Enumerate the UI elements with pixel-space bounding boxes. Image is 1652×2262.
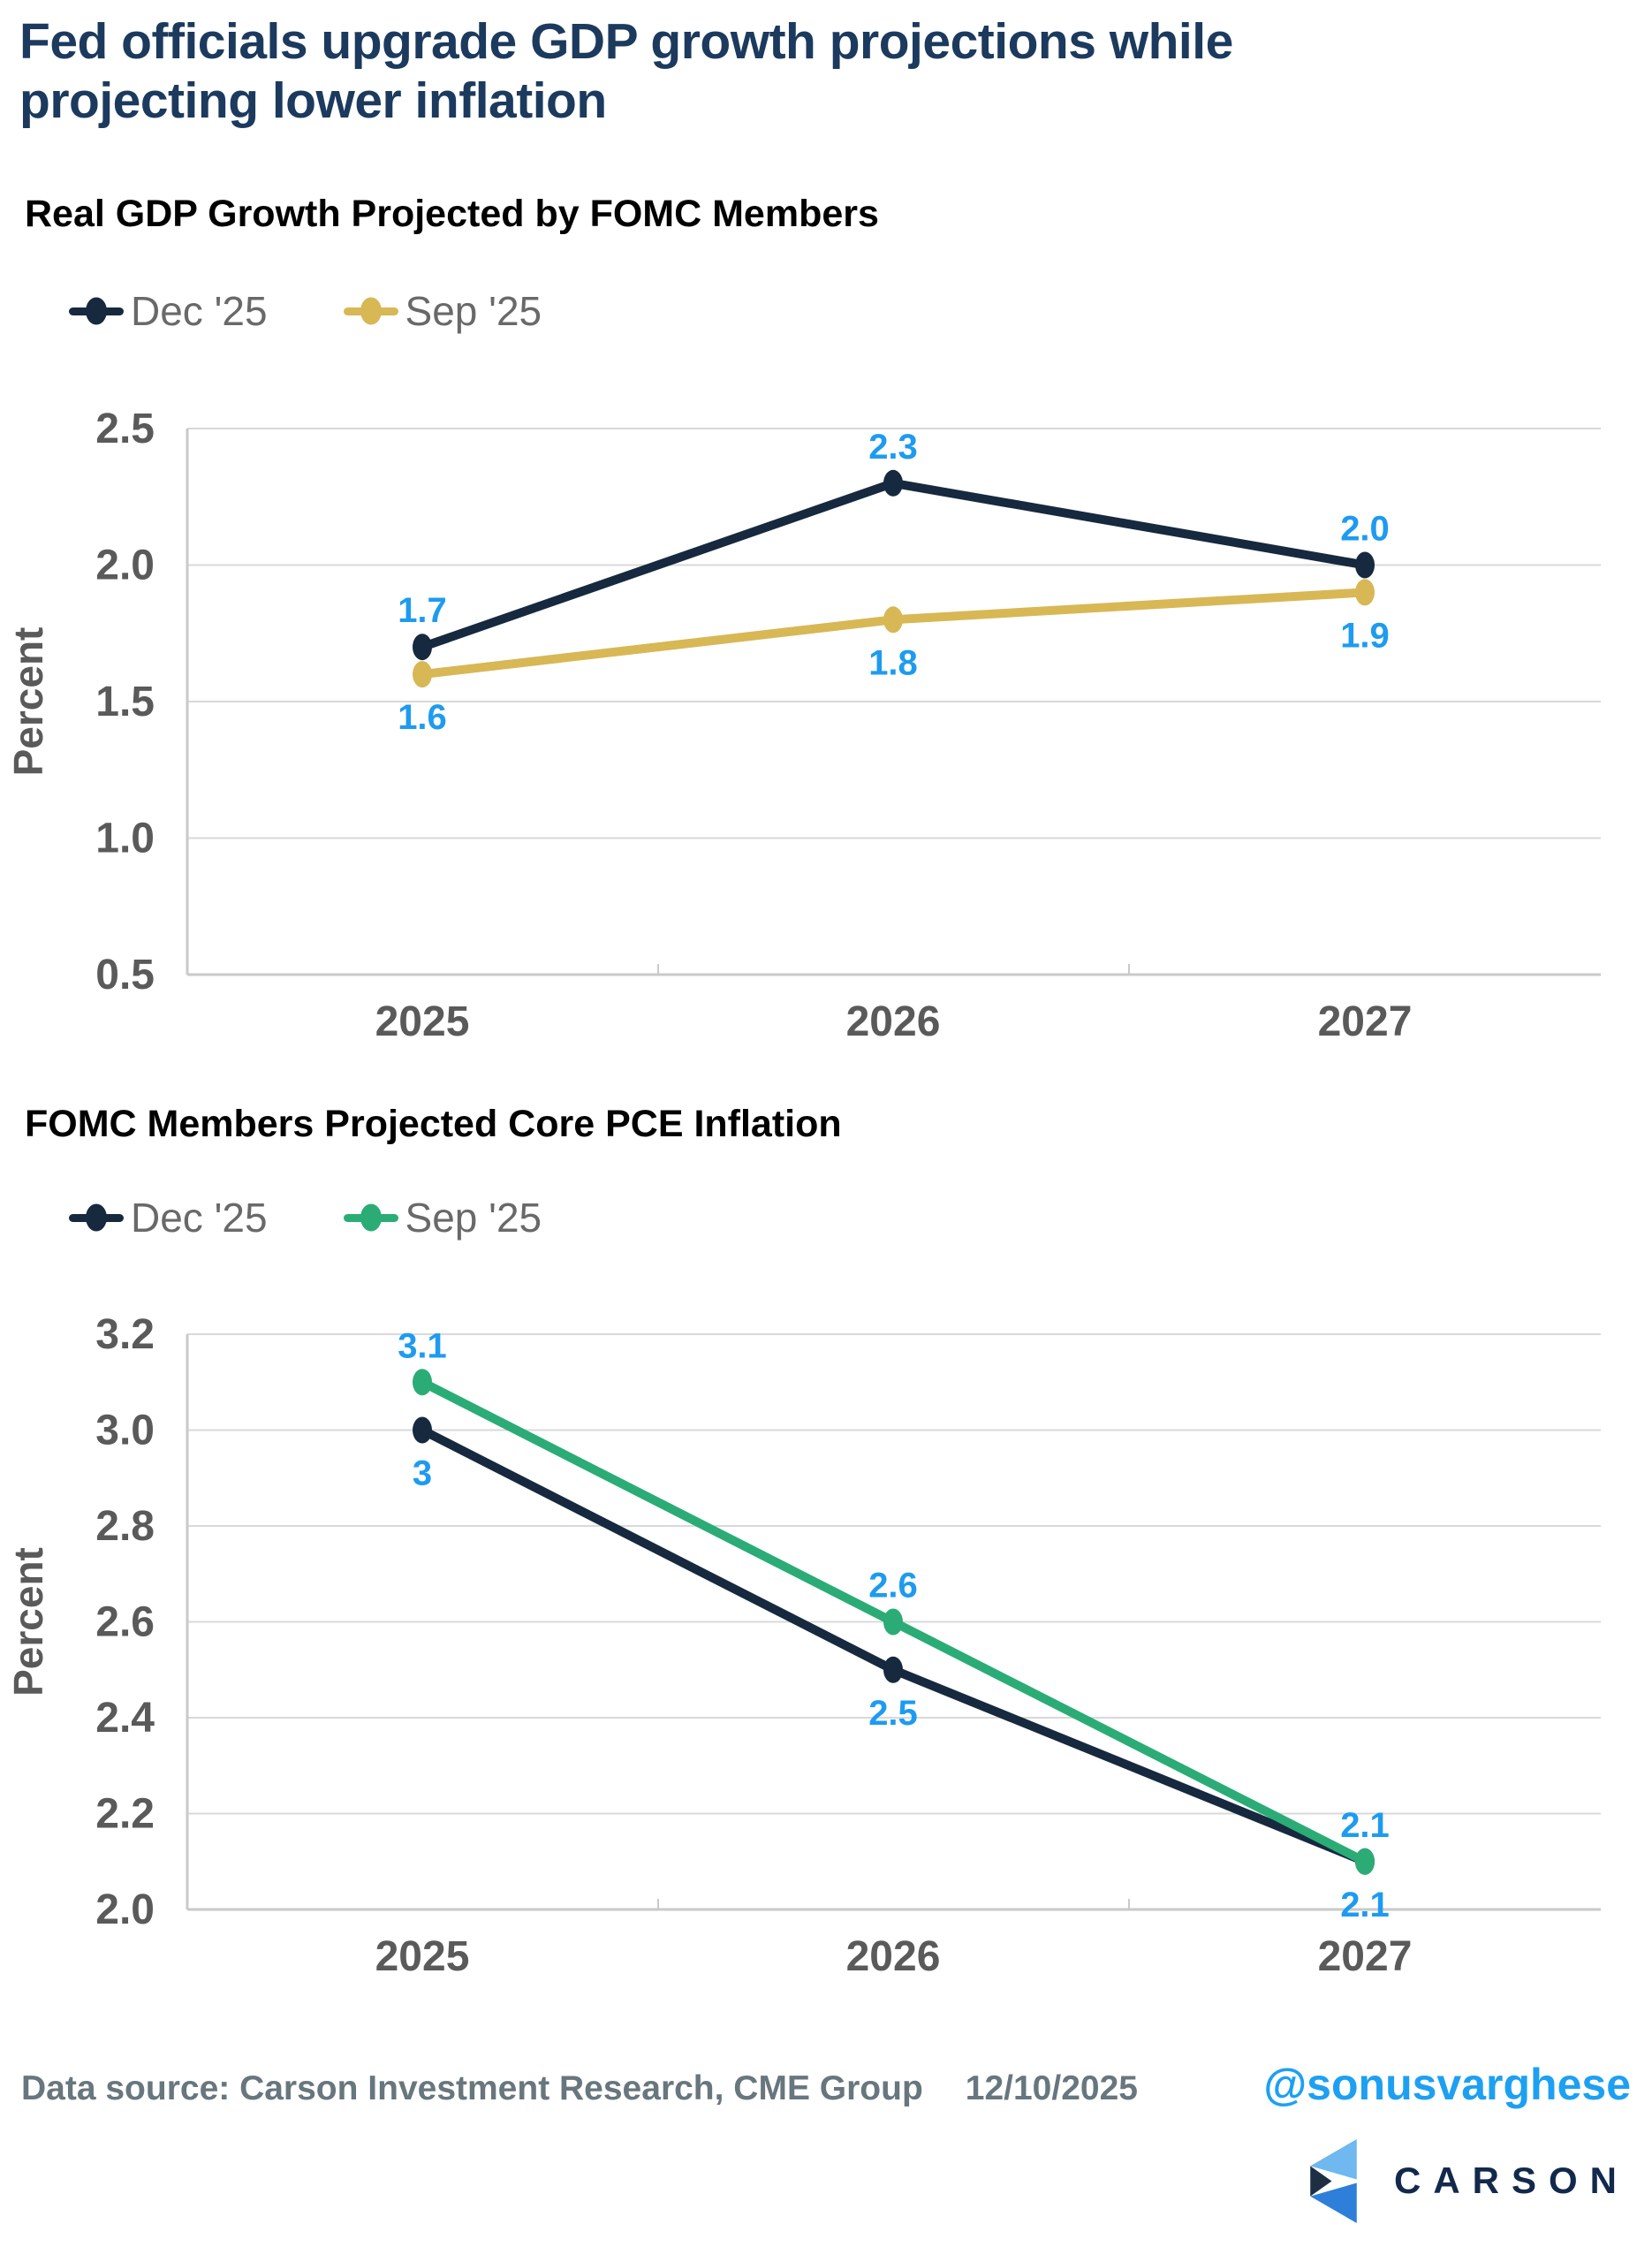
y-tick-label: 0.5 xyxy=(95,952,155,998)
carson-logo: CARSON xyxy=(1310,2138,1629,2223)
x-tick-label: 2025 xyxy=(375,1933,470,1980)
data-point-dec-25 xyxy=(883,469,903,497)
data-label-sep-25: 2.1 xyxy=(1340,1806,1390,1845)
y-tick-label: 2.5 xyxy=(95,406,155,452)
data-label-dec-25: 3 xyxy=(413,1454,432,1493)
dec25-line-marker-icon xyxy=(69,1213,124,1222)
series-line-dec-25 xyxy=(418,1425,1369,1866)
y-tick-label: 2.8 xyxy=(95,1503,155,1550)
y-tick-label: 1.5 xyxy=(95,679,155,725)
legend-label-dec25: Dec '25 xyxy=(131,1195,268,1241)
data-label-dec-25: 2.0 xyxy=(1340,510,1390,549)
data-label-dec-25: 2.5 xyxy=(868,1694,918,1733)
page-title-line1: Fed officials upgrade GDP growth project… xyxy=(19,13,1233,70)
data-point-sep-25 xyxy=(1355,1848,1375,1875)
x-tick-label: 2027 xyxy=(1318,1933,1413,1980)
legend-item-dec25: Dec '25 xyxy=(69,287,268,335)
data-point-sep-25 xyxy=(883,606,903,634)
data-point-dec-25 xyxy=(883,1656,903,1683)
data-point-sep-25 xyxy=(1355,579,1375,606)
sep25-line-marker-icon xyxy=(343,307,398,315)
data-source-note: Data source: Carson Investment Research,… xyxy=(21,2069,1138,2108)
sep25-line-marker-icon xyxy=(343,1213,398,1222)
legend-item-sep25: Sep '25 xyxy=(343,1194,542,1241)
page-title: Fed officials upgrade GDP growth project… xyxy=(19,12,1433,131)
gdp-chart-title: Real GDP Growth Projected by FOMC Member… xyxy=(25,193,879,235)
x-tick-label: 2025 xyxy=(375,998,470,1045)
data-point-sep-25 xyxy=(413,661,432,688)
pce-chart-canvas: 3.2 3.0 2.8 2.6 2.4 2.2 2.0 2025 2026 2027 Percent… xyxy=(5,1311,1601,1980)
y-tick-label: 2.0 xyxy=(95,543,155,589)
y-tick-label: 2.0 xyxy=(95,1886,155,1933)
data-point-dec-25 xyxy=(413,634,432,661)
x-tick-label: 2027 xyxy=(1318,998,1413,1045)
gdp-chart-legend: Dec '25 Sep '25 xyxy=(69,286,542,336)
data-point-sep-25 xyxy=(883,1608,903,1636)
x-tick-label: 2026 xyxy=(846,998,941,1045)
pce-chart-legend: Dec '25 Sep '25 xyxy=(69,1193,542,1242)
legend-item-sep25: Sep '25 xyxy=(343,287,542,335)
y-tick-label: 3.0 xyxy=(95,1408,155,1454)
page-title-line2: projecting lower inflation xyxy=(19,72,607,129)
x-tick-label: 2026 xyxy=(846,1933,941,1980)
data-point-dec-25 xyxy=(413,1416,432,1444)
y-axis-title: Percent xyxy=(5,1547,51,1696)
logo-bottom-triangle xyxy=(1310,2182,1357,2223)
data-label-sep-25: 1.8 xyxy=(868,643,918,682)
legend-label-dec25: Dec '25 xyxy=(131,288,268,334)
data-label-dec-25: 2.3 xyxy=(868,428,918,467)
y-tick-label: 1.0 xyxy=(95,816,155,862)
data-label-sep-25: 1.6 xyxy=(398,698,447,737)
chart-date: 12/10/2025 xyxy=(965,2069,1138,2107)
data-point-dec-25 xyxy=(1355,551,1375,579)
dec25-line-marker-icon xyxy=(69,307,124,315)
data-label-sep-25: 2.6 xyxy=(868,1567,918,1605)
y-tick-label: 2.6 xyxy=(95,1599,155,1646)
logo-navy-wedge xyxy=(1310,2165,1332,2197)
legend-label-sep25: Sep '25 xyxy=(405,1195,542,1241)
legend-label-sep25: Sep '25 xyxy=(405,288,542,334)
y-axis-title: Percent xyxy=(5,627,51,777)
y-tick-label: 2.4 xyxy=(95,1695,155,1742)
logo-top-triangle xyxy=(1310,2138,1357,2179)
data-label-sep-25: 3.1 xyxy=(398,1326,447,1365)
y-tick-label: 2.2 xyxy=(95,1791,155,1838)
legend-item-dec25: Dec '25 xyxy=(69,1194,268,1241)
data-label-dec-25: 1.7 xyxy=(398,591,447,630)
carson-logo-wordmark: CARSON xyxy=(1393,2160,1629,2201)
data-label-sep-25: 1.9 xyxy=(1340,616,1390,655)
gdp-chart-canvas: 2.5 2.0 1.5 1.0 0.5 2025 2026 2027 Percent 1.7 2.3… xyxy=(5,406,1601,1045)
data-source-text: Data source: Carson Investment Research,… xyxy=(21,2069,923,2107)
carson-logo-mark-icon xyxy=(1310,2138,1357,2223)
pce-chart-title: FOMC Members Projected Core PCE Inflatio… xyxy=(25,1103,842,1145)
data-label-dec-25: 2.1 xyxy=(1340,1886,1390,1924)
data-point-sep-25 xyxy=(413,1369,432,1396)
author-handle: @sonusvarghese xyxy=(1263,2060,1631,2109)
y-tick-label: 3.2 xyxy=(95,1311,155,1358)
